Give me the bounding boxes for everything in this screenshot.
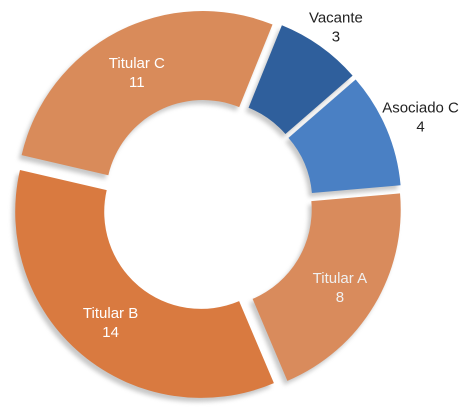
labels: Vacante 3 Asociado C 4 Titular A 8 Titular B 14… — [83, 9, 459, 341]
slice-label: Vacante — [309, 9, 363, 26]
slice-label: Titular B — [83, 305, 138, 322]
slice — [252, 193, 401, 381]
slice-label: Asociado C — [382, 99, 459, 116]
slice-label: Titular A — [313, 270, 367, 287]
slice — [288, 79, 401, 194]
slices — [15, 11, 401, 398]
slice-value: 14 — [102, 324, 119, 341]
slice — [21, 11, 273, 176]
slice-label: Titular C — [109, 55, 165, 72]
slice-value: 8 — [336, 289, 344, 306]
slice — [248, 25, 353, 135]
slice-value: 3 — [332, 28, 340, 45]
slice — [15, 170, 274, 398]
slice-value: 4 — [416, 118, 424, 135]
slice-value: 11 — [129, 74, 145, 91]
